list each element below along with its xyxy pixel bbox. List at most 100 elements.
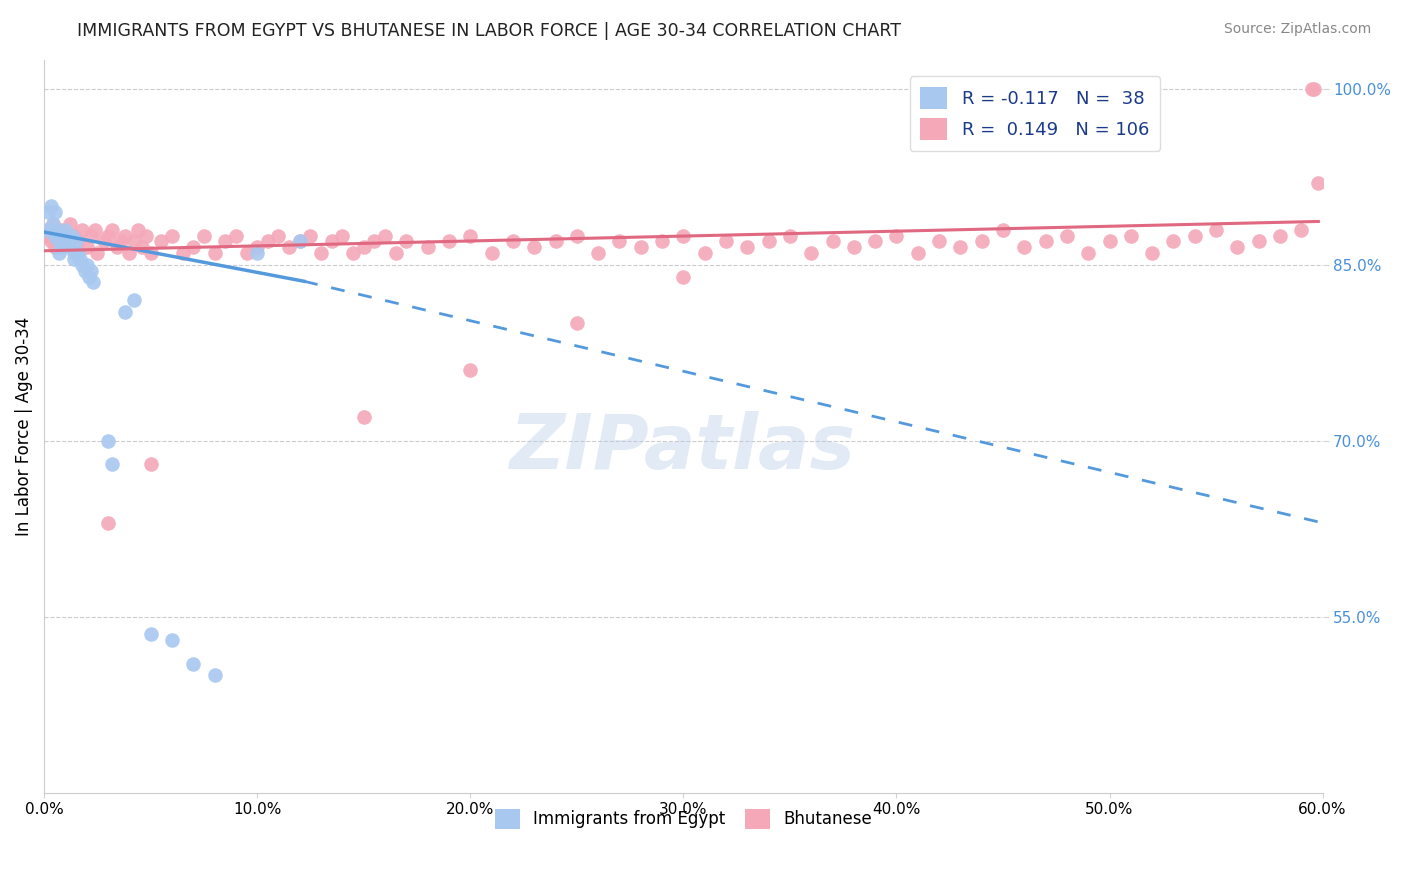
Point (1014, 240, 1036, 254)
Point (86, 246, 108, 260)
Point (48, 235, 70, 249)
Y-axis label: In Labor Force | Age 30-34: In Labor Force | Age 30-34 (15, 317, 32, 536)
Point (127, 222, 149, 236)
Point (800, 246, 823, 260)
Point (56, 235, 79, 249)
Point (101, 222, 124, 236)
Point (48, 235, 70, 249)
Point (48, 246, 70, 260)
Point (842, 240, 865, 254)
Point (97, 228, 120, 243)
Point (65, 235, 87, 249)
Point (93, 235, 115, 249)
Point (60, 228, 83, 243)
Point (384, 246, 406, 260)
Point (41, 217, 63, 231)
Point (586, 246, 609, 260)
Point (458, 363, 481, 377)
Point (1247, 235, 1270, 249)
Point (59, 217, 82, 231)
Point (63, 246, 86, 260)
Point (321, 235, 343, 249)
Point (52, 228, 75, 243)
Point (630, 240, 652, 254)
Point (523, 240, 546, 254)
Point (363, 235, 385, 249)
Point (949, 240, 972, 254)
Point (267, 228, 290, 243)
Point (735, 240, 758, 254)
Point (59, 240, 82, 254)
Point (41, 217, 63, 231)
Point (69, 252, 91, 266)
Point (44, 228, 66, 243)
Point (332, 228, 354, 243)
Point (1303, 82, 1326, 96)
Point (181, 657, 204, 671)
Point (416, 240, 439, 254)
Point (481, 246, 503, 260)
Point (758, 235, 780, 249)
Point (39, 199, 62, 213)
Legend: Immigrants from Egypt, Bhutanese: Immigrants from Egypt, Bhutanese (488, 802, 879, 836)
Point (225, 228, 247, 243)
Point (1098, 235, 1121, 249)
Point (82, 276, 104, 290)
Point (235, 246, 257, 260)
Point (72, 258, 94, 272)
Point (1056, 228, 1078, 243)
Point (204, 668, 226, 682)
Point (246, 246, 269, 260)
Point (502, 235, 524, 249)
Point (181, 240, 204, 254)
Point (374, 228, 396, 243)
Point (672, 269, 695, 284)
Point (101, 457, 124, 471)
Point (39, 235, 62, 249)
Point (1205, 222, 1227, 236)
Point (122, 293, 145, 307)
Point (779, 228, 801, 243)
Point (565, 317, 588, 331)
Point (44, 240, 66, 254)
Point (37, 222, 59, 236)
Point (395, 235, 418, 249)
Point (114, 305, 136, 319)
Point (76, 240, 98, 254)
Point (565, 228, 588, 243)
Point (122, 235, 145, 249)
Point (65, 246, 87, 260)
Point (246, 240, 269, 254)
Point (907, 246, 929, 260)
Point (353, 240, 375, 254)
Point (1140, 246, 1163, 260)
Point (63, 252, 86, 266)
Point (76, 258, 98, 272)
Point (49, 240, 72, 254)
Point (80, 263, 103, 277)
Point (1268, 228, 1291, 243)
Point (278, 240, 301, 254)
Text: Source: ZipAtlas.com: Source: ZipAtlas.com (1223, 22, 1371, 37)
Point (458, 228, 481, 243)
Point (105, 240, 128, 254)
Point (52, 235, 75, 249)
Point (114, 228, 136, 243)
Point (55, 235, 77, 249)
Point (193, 228, 215, 243)
Point (55, 222, 77, 236)
Point (353, 410, 375, 425)
Point (204, 246, 226, 260)
Point (84, 222, 107, 236)
Point (1163, 235, 1185, 249)
Point (342, 246, 364, 260)
Point (49, 222, 72, 236)
Point (970, 235, 993, 249)
Point (672, 228, 695, 243)
Point (37, 205, 59, 219)
Point (77, 269, 100, 284)
Point (1301, 82, 1323, 96)
Point (160, 228, 183, 243)
Point (1077, 246, 1099, 260)
Point (609, 235, 631, 249)
